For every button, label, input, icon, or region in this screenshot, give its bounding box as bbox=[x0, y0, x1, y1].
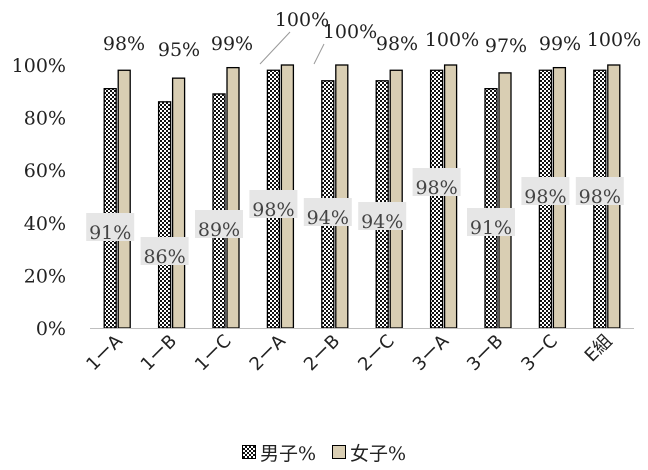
bar-chart: 0% 20% 40% 60% 80% 100% 91% 86% 89% 98% 94% 94% 98%… bbox=[12, 9, 641, 376]
data-label-boys: 98% bbox=[252, 199, 294, 221]
legend-item-girls: 女子% bbox=[332, 439, 406, 466]
legend-swatch-boys bbox=[241, 445, 256, 459]
data-label-boys: 98% bbox=[579, 186, 621, 208]
x-tick-label: 1ーB bbox=[137, 331, 181, 375]
y-tick-label: 40% bbox=[24, 213, 66, 235]
bar-girls bbox=[335, 64, 349, 329]
bar-girls bbox=[226, 66, 240, 329]
data-label-girls: 100% bbox=[425, 29, 479, 51]
data-label-boys: 86% bbox=[143, 246, 185, 268]
leader-line bbox=[313, 43, 325, 65]
data-label-girls: 97% bbox=[485, 35, 527, 57]
data-label-boys: 91% bbox=[89, 222, 131, 244]
data-label-girls: 100% bbox=[323, 21, 377, 43]
x-tick-label: 2ーC bbox=[354, 331, 399, 376]
x-axis: 1ーA 1ーB 1ーC 2ーA 2ーB 2ーC 3ーA 3ーB 3ーC E組 bbox=[82, 328, 634, 376]
legend: 男子% 女子% bbox=[0, 439, 648, 466]
data-label-girls: 99% bbox=[211, 33, 253, 55]
data-label-box-boys bbox=[86, 213, 135, 241]
legend-item-boys: 男子% bbox=[241, 439, 316, 466]
data-label-girls: 100% bbox=[587, 29, 641, 51]
data-label-box-boys bbox=[140, 237, 189, 265]
data-label-girls: 99% bbox=[539, 33, 581, 55]
x-tick-label: 1ーC bbox=[191, 331, 236, 376]
x-tick-label: 2ーB bbox=[300, 331, 344, 375]
bar-boys bbox=[103, 88, 117, 329]
legend-swatch-girls bbox=[332, 445, 346, 459]
bar-girls bbox=[171, 77, 186, 329]
data-label-box-boys bbox=[303, 198, 352, 226]
x-tick-label: 3ーC bbox=[517, 331, 562, 376]
data-label-box-boys bbox=[575, 177, 624, 205]
bar-boys bbox=[157, 101, 172, 329]
leader-line bbox=[259, 31, 291, 65]
data-label-box-boys bbox=[358, 202, 407, 230]
data-label-girls: 98% bbox=[103, 33, 145, 55]
legend-label-boys: 男子% bbox=[259, 442, 316, 465]
data-label-box-boys bbox=[521, 177, 570, 205]
bar-girls bbox=[117, 69, 131, 329]
data-label-boys: 89% bbox=[198, 219, 240, 241]
data-label-box-boys bbox=[195, 210, 243, 238]
y-axis: 0% 20% 40% 60% 80% 100% bbox=[12, 55, 66, 340]
data-label-girls: 100% bbox=[275, 9, 329, 31]
data-labels-group: 91% 86% 89% 98% 94% 94% 98% 91% 98% 98% 98% 95% 99% 1… bbox=[86, 9, 641, 268]
x-tick-label: 1ーA bbox=[82, 330, 127, 375]
data-label-box-boys bbox=[412, 168, 461, 196]
data-label-box-boys bbox=[467, 208, 515, 236]
bar-girls bbox=[389, 69, 403, 329]
x-tick-label: 3ーA bbox=[409, 330, 454, 375]
bar-girls bbox=[498, 72, 512, 329]
legend-label-girls: 女子% bbox=[350, 442, 407, 465]
bar-boys bbox=[429, 69, 444, 329]
data-label-girls: 95% bbox=[158, 39, 200, 61]
data-label-girls: 98% bbox=[376, 33, 418, 55]
data-label-boys: 94% bbox=[361, 211, 403, 233]
data-label-boys: 94% bbox=[307, 207, 349, 229]
x-tick-label: 2ーA bbox=[246, 330, 291, 375]
x-tick-label: 3ーB bbox=[463, 331, 507, 375]
y-tick-label: 0% bbox=[36, 318, 66, 340]
y-tick-label: 60% bbox=[24, 160, 66, 182]
data-label-boys: 98% bbox=[415, 177, 457, 199]
y-tick-label: 100% bbox=[12, 55, 66, 77]
y-tick-label: 80% bbox=[24, 108, 66, 130]
data-label-boys: 91% bbox=[470, 217, 512, 239]
y-tick-label: 20% bbox=[24, 265, 66, 287]
data-label-box-boys bbox=[249, 190, 298, 218]
x-tick-label: E組 bbox=[581, 331, 617, 367]
data-label-boys: 98% bbox=[524, 186, 566, 208]
